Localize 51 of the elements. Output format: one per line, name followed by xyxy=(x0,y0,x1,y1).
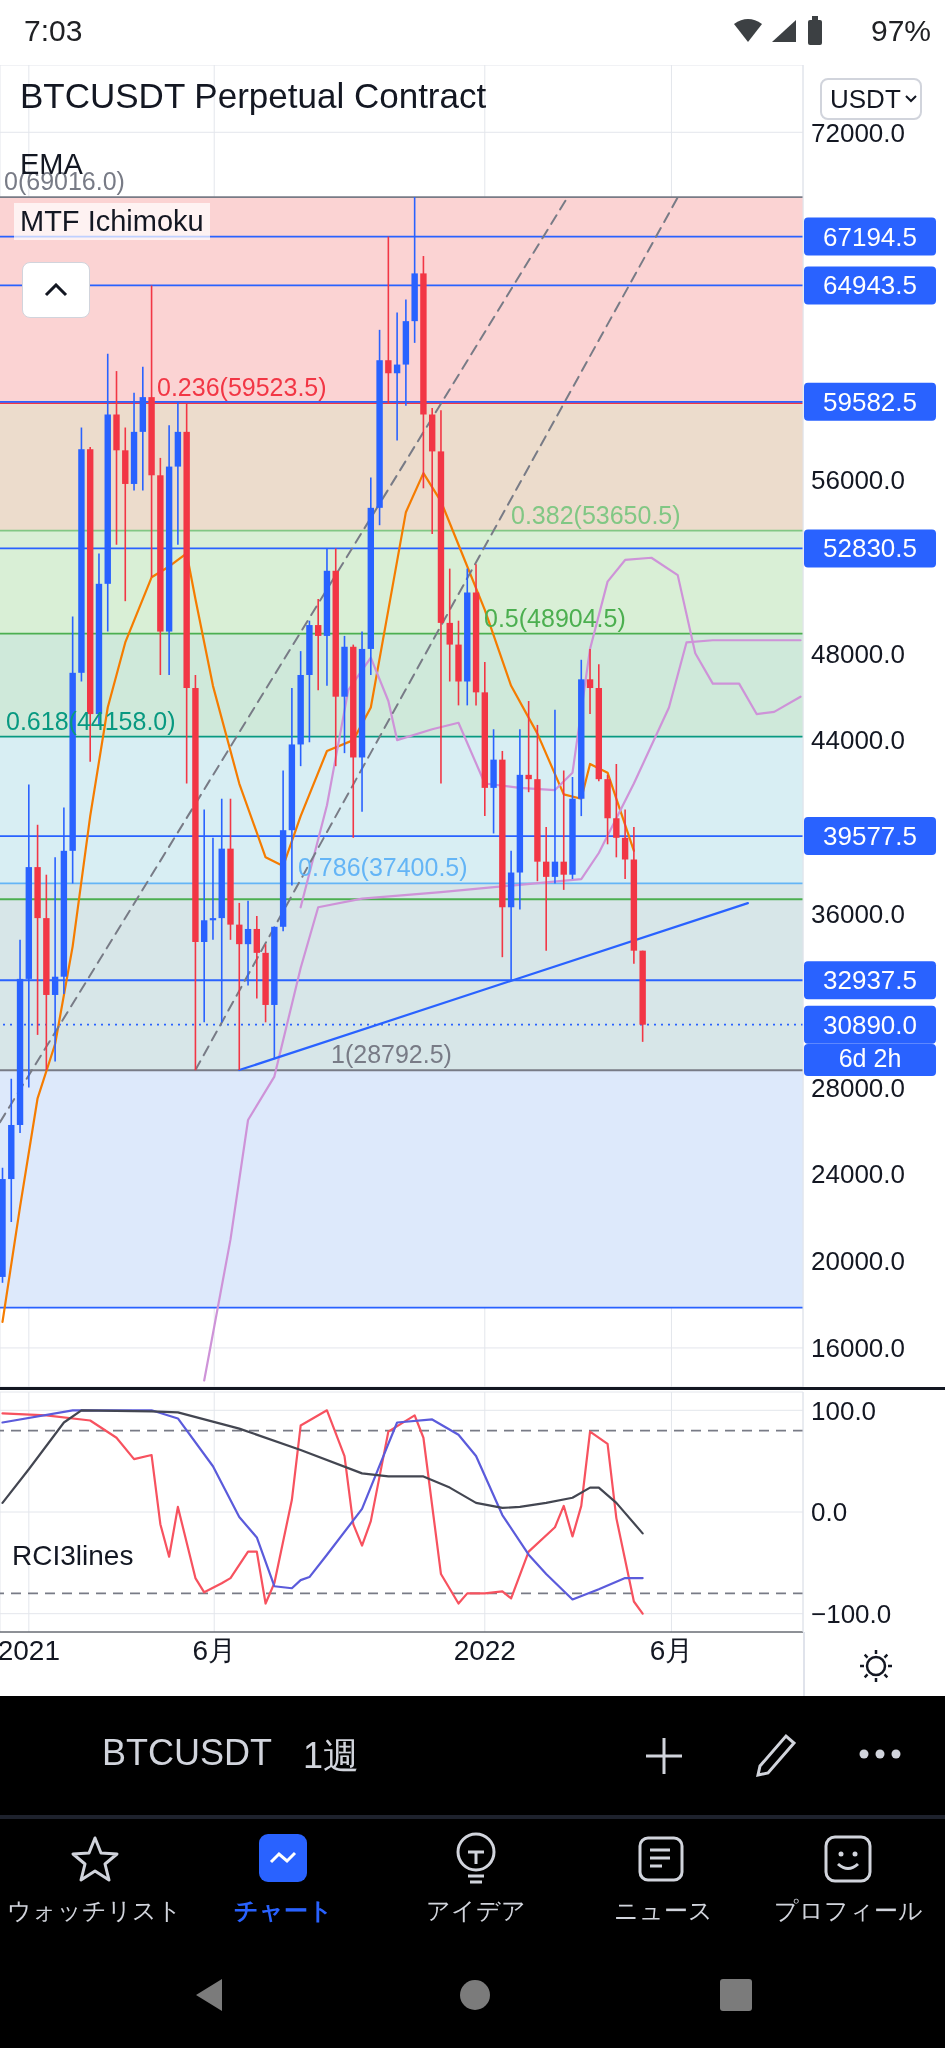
ref-line-label: 0.236(59523.5) xyxy=(157,373,327,402)
candlestick xyxy=(525,700,532,794)
candlestick xyxy=(446,567,453,683)
candlestick xyxy=(560,769,567,891)
ref-line-label: 30890.0 xyxy=(823,1009,917,1040)
line-series xyxy=(1,1409,644,1535)
x-tick-label: 6月 xyxy=(649,1634,694,1666)
ref-line-label: 32937.5 xyxy=(823,965,917,996)
y-tick-label: 24000.0 xyxy=(811,1159,905,1190)
ref-line-label: 39577.5 xyxy=(823,821,917,852)
y-tick-label: 20000.0 xyxy=(811,1246,905,1277)
candlestick xyxy=(236,902,243,1071)
x-tick-label: 2021 xyxy=(0,1634,60,1666)
chart-title: BTCUSDT Perpetual Contract xyxy=(20,76,487,116)
text: 1週 xyxy=(303,1734,360,1778)
x-tick-label: 6月 xyxy=(192,1634,237,1666)
text: USDT xyxy=(830,83,901,115)
candlestick xyxy=(542,826,550,952)
annotation: MTF Ichimoku xyxy=(14,203,210,240)
y-tick-label: 28000.0 xyxy=(811,1072,905,1103)
text: 97% xyxy=(870,14,931,48)
ref-line-label: 59582.5 xyxy=(823,386,917,417)
text: プロフィール xyxy=(772,1896,924,1926)
annotation: RCI3lines xyxy=(12,1540,134,1572)
y-tick-label: 36000.0 xyxy=(811,899,905,929)
y-tick-label: 0.0 xyxy=(811,1497,848,1528)
y-tick-label: 72000.0 xyxy=(811,117,905,148)
x-tick-label: 2022 xyxy=(453,1634,516,1666)
text: BTCUSDT xyxy=(102,1732,272,1774)
ref-line-label: 0.382(53650.5) xyxy=(511,500,681,529)
candlestick xyxy=(586,648,594,715)
ref-line-label: 52830.5 xyxy=(823,533,917,564)
text: ウォッチリスト xyxy=(5,1896,183,1926)
y-tick-label: 56000.0 xyxy=(811,464,905,495)
ref-line-label: 1(28792.5) xyxy=(331,1040,452,1069)
candlestick xyxy=(613,763,620,859)
text: ニュース xyxy=(612,1896,714,1926)
text: アイデア xyxy=(425,1896,527,1926)
ref-line-label: 64943.5 xyxy=(823,270,917,301)
text: 6d 2h xyxy=(838,1043,902,1072)
y-tick-label: 100.0 xyxy=(811,1395,877,1426)
y-tick-label: −100.0 xyxy=(811,1598,892,1629)
text: 7:03 xyxy=(24,14,83,48)
y-tick-label: 16000.0 xyxy=(811,1333,905,1364)
candlestick xyxy=(314,598,322,691)
y-tick-label: 48000.0 xyxy=(811,638,905,669)
text: チャート xyxy=(232,1896,334,1926)
candlestick xyxy=(253,915,261,1000)
ref-line-label: 67194.5 xyxy=(823,221,917,252)
candlestick xyxy=(621,808,629,880)
y-tick-label: 44000.0 xyxy=(811,725,905,756)
